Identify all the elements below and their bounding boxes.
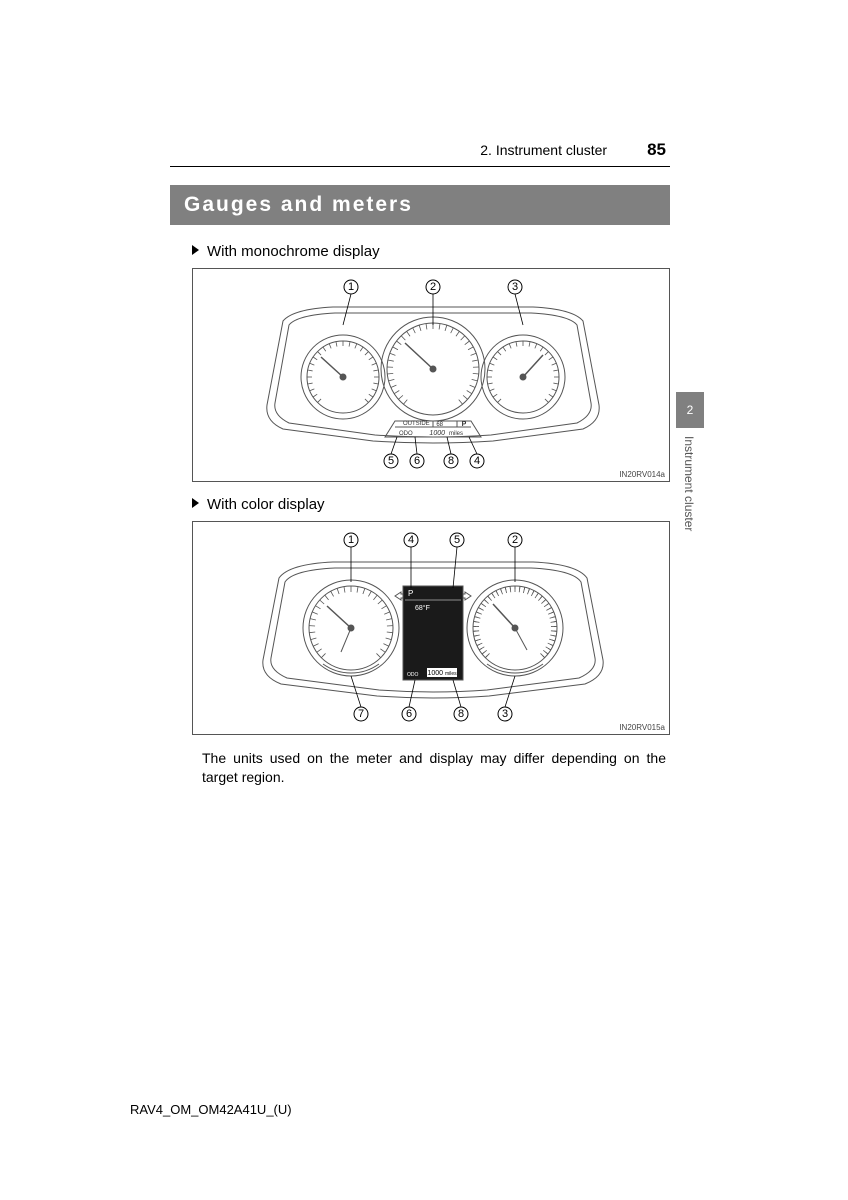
triangle-bullet-icon [192,498,199,508]
lcd-odo-label: ODO [399,431,413,437]
header-rule [170,166,670,167]
svg-text:1: 1 [348,534,354,546]
center-unit: miles [445,671,457,677]
center-odo: 1000 [427,670,443,677]
footer-doc-id: RAV4_OM_OM42A41U_(U) [130,1102,292,1117]
svg-text:4: 4 [474,455,480,467]
diagram2-heading: With color display [192,496,670,513]
diagram1-heading: With monochrome display [192,243,670,260]
diagram2-id: IN20RV015a [619,723,665,732]
page-title: Gauges and meters [170,185,670,225]
lcd-odo: 1000 [429,430,445,437]
page-number: 85 [647,140,666,160]
svg-text:5: 5 [454,534,460,546]
svg-text:4: 4 [408,534,414,546]
svg-text:7: 7 [358,708,364,720]
center-odo-label: ODO [407,672,419,678]
diagram1-id: IN20RV014a [619,470,665,479]
lcd-unit: miles [449,431,463,437]
diagram-color: P 68°F ODO 1000 miles 1 4 5 2 [192,521,670,735]
diagram-monochrome: OUTSIDE 68 P ODO 1000 miles 1 2 3 5 6 [192,268,670,482]
page-header: 2. Instrument cluster 85 [170,140,670,160]
section-label: 2. Instrument cluster [480,142,607,158]
side-tab-label: Instrument cluster [682,436,696,531]
svg-text:5: 5 [388,455,394,467]
svg-text:3: 3 [502,708,508,720]
lcd-outside-label: OUTSIDE [403,421,430,427]
center-temp: 68°F [415,604,430,612]
svg-text:2: 2 [512,534,518,546]
svg-text:6: 6 [406,708,412,720]
triangle-bullet-icon [192,245,199,255]
svg-text:8: 8 [458,708,464,720]
svg-text:3: 3 [512,281,518,293]
svg-text:6: 6 [414,455,420,467]
center-gear: P [408,589,413,598]
svg-text:8: 8 [448,455,454,467]
lcd-temp: 68 [436,422,443,428]
svg-text:1: 1 [348,281,354,293]
svg-text:2: 2 [430,281,436,293]
caption-text: The units used on the meter and display … [202,749,666,787]
side-tab: 2 [676,392,704,428]
lcd-gear: P [462,421,467,428]
